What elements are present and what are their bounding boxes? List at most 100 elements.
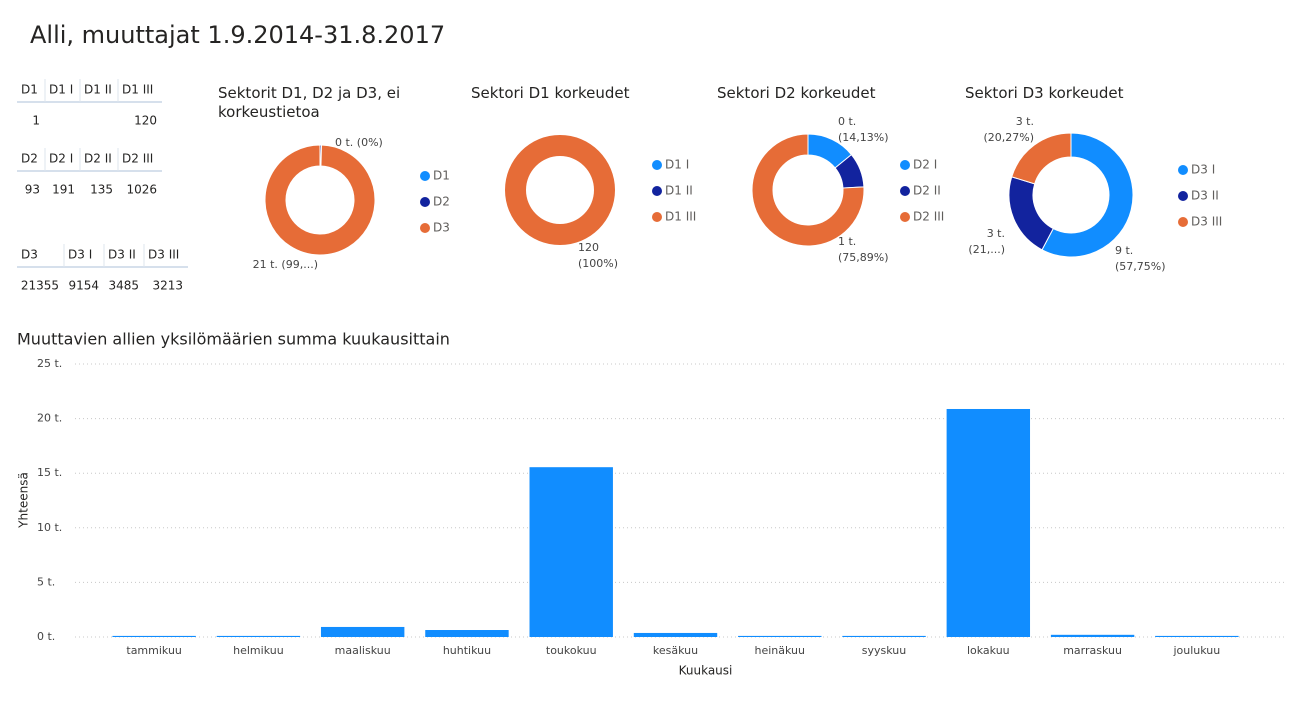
table-header: D1 I [49,83,73,97]
legend-swatch [900,186,910,196]
legend-swatch [900,160,910,170]
y-tick-label: 0 t. [37,630,55,643]
donut-slice [1041,132,1134,258]
y-tick-label: 25 t. [37,357,62,370]
legend-swatch [420,197,430,207]
data-label: 3 t. [987,227,1005,240]
legend-swatch [420,171,430,181]
donut-slice [1011,132,1072,185]
bar [216,635,301,637]
x-tick-label: lokakuu [967,644,1010,657]
donut-slice [264,144,376,256]
table-header: D2 [21,152,38,166]
table-header: D3 III [148,248,179,262]
legend-swatch [1178,191,1188,201]
bar [1050,634,1135,637]
donut-title: Sektori D2 korkeudet [717,84,876,102]
data-label: (21,...) [968,243,1005,256]
table-cell: 93 [25,183,40,197]
table-header: D2 III [122,152,153,166]
donut-title: Sektori D1 korkeudet [471,84,630,102]
table-cell: 21355 [21,279,59,293]
legend-label: D1 [433,169,450,183]
data-label: 0 t. [838,115,856,128]
legend-label: D2 I [913,158,937,172]
legend-label: D2 II [913,184,941,198]
data-label: (20,27%) [983,131,1034,144]
bar [633,632,718,637]
legend-label: D3 II [1191,189,1219,203]
x-tick-label: huhtikuu [443,644,491,657]
donut-slice [1008,176,1054,251]
y-tick-label: 10 t. [37,521,62,534]
table-header: D2 II [84,152,112,166]
legend-swatch [1178,165,1188,175]
x-tick-label: kesäkuu [653,644,698,657]
table-header: D1 III [122,83,153,97]
legend-label: D3 I [1191,163,1215,177]
legend-label: D3 III [1191,215,1222,229]
table-cell: 191 [52,183,75,197]
x-tick-label: syyskuu [862,644,906,657]
legend-label: D3 [433,221,450,235]
donut-title: Sektori D3 korkeudet [965,84,1124,102]
legend-swatch [900,212,910,222]
legend-swatch [652,212,662,222]
bar [946,408,1031,637]
x-tick-label: joulukuu [1172,644,1220,657]
chart-title: Muuttavien allien yksilömäärien summa ku… [17,330,450,349]
legend-swatch [1178,217,1188,227]
legend-label: D2 [433,195,450,209]
data-label: (57,75%) [1115,260,1166,273]
bar [529,467,613,637]
legend-label: D2 III [913,210,944,224]
table-cell: 135 [90,183,113,197]
data-label: 120 [578,241,599,254]
bar [112,635,196,637]
y-axis-label: Yhteensä [17,472,31,529]
x-tick-label: maaliskuu [335,644,391,657]
data-label: (14,13%) [838,131,889,144]
legend-swatch [652,186,662,196]
table-cell: 9154 [68,279,99,293]
table-cell: 1026 [126,183,157,197]
page-title: Alli, muuttajat 1.9.2014-31.8.2017 [30,21,445,49]
data-label: 0 t. (0%) [335,136,383,149]
x-tick-label: tammikuu [126,644,182,657]
donut-slice [505,135,615,245]
table-header: D3 I [68,248,92,262]
donut-title: Sektorit D1, D2 ja D3, ei korkeustietoa [218,84,401,121]
legend-swatch [652,160,662,170]
bar [1155,635,1239,637]
data-label: 3 t. [1016,115,1034,128]
table-cell: 3485 [108,279,139,293]
x-tick-label: toukokuu [546,644,597,657]
data-label: 9 t. [1115,244,1133,257]
table-header: D1 [21,83,38,97]
y-tick-label: 15 t. [37,466,62,479]
table-cell: 3213 [152,279,183,293]
bar [425,630,509,637]
x-tick-label: marraskuu [1063,644,1122,657]
bar [320,626,405,637]
y-tick-label: 5 t. [37,575,55,588]
x-tick-label: heinäkuu [755,644,805,657]
legend-label: D1 II [665,184,693,198]
data-label: (100%) [578,257,618,270]
x-tick-label: helmikuu [233,644,284,657]
data-label: (75,89%) [838,251,889,264]
bar [842,635,926,637]
donut-slice [751,133,865,247]
x-axis-label: Kuukausi [679,664,733,678]
data-label: 1 t. [838,235,856,248]
table-header: D1 II [84,83,112,97]
y-tick-label: 20 t. [37,412,62,425]
table-cell: 120 [134,114,157,128]
bar [738,635,822,637]
legend-swatch [420,223,430,233]
table-header: D2 I [49,152,73,166]
table-header: D3 II [108,248,136,262]
data-label: 21 t. (99,...) [253,258,318,271]
